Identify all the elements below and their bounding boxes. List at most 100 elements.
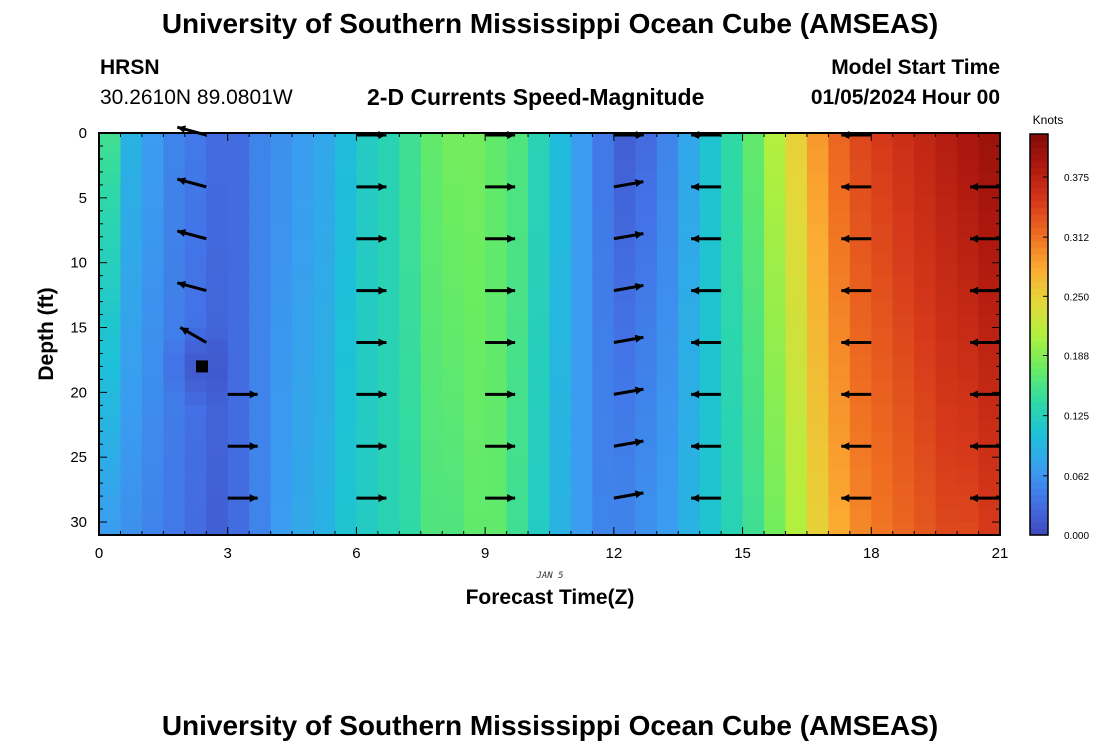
arrow-head xyxy=(691,494,700,503)
heatmap-cell xyxy=(420,249,443,264)
heatmap-cell xyxy=(141,133,164,147)
heatmap-cell xyxy=(99,314,122,329)
heatmap-cell xyxy=(485,210,508,225)
heatmap-cell xyxy=(935,301,958,316)
heatmap-cell xyxy=(635,496,658,510)
heatmap-cell xyxy=(721,470,744,484)
heatmap-cell xyxy=(613,145,636,160)
heatmap-cell xyxy=(313,133,336,147)
heatmap-cell xyxy=(99,288,122,303)
heatmap-cell xyxy=(206,288,229,303)
heatmap-cell xyxy=(699,210,722,225)
heatmap-cell xyxy=(141,431,164,445)
heatmap-cell xyxy=(613,522,636,536)
heatmap-cell xyxy=(206,392,229,406)
heatmap-cell xyxy=(935,249,958,264)
heatmap-cell xyxy=(613,197,636,212)
heatmap-cell xyxy=(463,405,486,419)
heatmap-cell xyxy=(292,210,315,225)
heatmap-cell xyxy=(356,249,379,264)
heatmap-cell xyxy=(785,197,808,212)
heatmap-cell xyxy=(356,379,379,393)
heatmap-cell xyxy=(806,366,829,380)
heatmap-cell xyxy=(399,496,422,510)
heatmap-cell xyxy=(978,379,1001,393)
heatmap-cell xyxy=(377,197,400,212)
heatmap-cell xyxy=(935,314,958,329)
heatmap-cell xyxy=(656,133,679,147)
heatmap-cell xyxy=(957,275,980,290)
heatmap-cell xyxy=(249,171,272,186)
heatmap-cell xyxy=(377,470,400,484)
heatmap-cell xyxy=(656,353,679,368)
heatmap-cell xyxy=(678,483,701,497)
heatmap-cell xyxy=(764,301,787,316)
heatmap-cell xyxy=(699,249,722,264)
heatmap-cell xyxy=(914,340,937,355)
heatmap-cell xyxy=(313,418,336,432)
heatmap-cell xyxy=(313,470,336,484)
heatmap-cell xyxy=(828,418,851,432)
heatmap-cell xyxy=(528,314,551,329)
heatmap-cell xyxy=(613,366,636,380)
current-vector-arrow xyxy=(356,442,387,451)
heatmap-cell xyxy=(120,158,143,173)
heatmap-cell xyxy=(334,236,358,251)
heatmap-cell xyxy=(656,314,679,329)
current-vector-arrow xyxy=(691,286,722,295)
heatmap-cell xyxy=(528,353,551,368)
colorbar-segment xyxy=(1030,214,1048,222)
heatmap-cell xyxy=(356,275,379,290)
heatmap-cell xyxy=(377,457,400,471)
heatmap-cell xyxy=(721,522,744,536)
heatmap-cell xyxy=(849,457,872,471)
current-vector-arrow xyxy=(176,229,207,241)
heatmap-cell xyxy=(871,184,894,199)
arrow-head xyxy=(970,338,978,347)
heatmap-cell xyxy=(742,288,765,303)
arrow-head xyxy=(378,338,387,347)
heatmap-cell xyxy=(420,470,443,484)
heatmap-cell xyxy=(742,223,765,238)
current-vector-arrow xyxy=(613,179,644,189)
heatmap-cell xyxy=(249,223,272,238)
heatmap-cell xyxy=(334,301,358,316)
heatmap-cell xyxy=(570,171,594,186)
heatmap-cell xyxy=(120,444,143,458)
heatmap-cell xyxy=(978,457,1001,471)
heatmap-cell xyxy=(463,197,486,212)
heatmap-cell xyxy=(485,275,508,290)
heatmap-cell xyxy=(206,418,229,432)
heatmap-cell xyxy=(399,171,422,186)
heatmap-cell xyxy=(871,483,894,497)
heatmap-cell xyxy=(978,210,1001,225)
heatmap-cell xyxy=(249,340,272,355)
heatmap-cell xyxy=(334,444,358,458)
colorbar-segment xyxy=(1030,307,1048,316)
heatmap-cell xyxy=(249,301,272,316)
heatmap-cell xyxy=(227,133,250,147)
heatmap-cell xyxy=(141,236,164,251)
heatmap-cell xyxy=(570,223,594,238)
heatmap-cell xyxy=(163,133,186,147)
heatmap-cell xyxy=(206,314,229,329)
heatmap-cell xyxy=(249,405,272,419)
colorbar-segment xyxy=(1030,528,1048,536)
heatmap-cell xyxy=(742,483,765,497)
heatmap-cell xyxy=(120,366,143,380)
heatmap-cell xyxy=(978,314,1001,329)
heatmap-cell xyxy=(120,262,143,277)
heatmap-cell xyxy=(163,171,186,186)
heatmap-cell xyxy=(592,353,615,368)
heatmap-cell xyxy=(592,249,615,264)
heatmap-cell xyxy=(570,353,594,368)
heatmap-cell xyxy=(528,496,551,510)
heatmap-cell xyxy=(914,223,937,238)
heatmap-cell xyxy=(656,470,679,484)
heatmap-cell xyxy=(635,366,658,380)
heatmap-cell xyxy=(764,444,787,458)
heatmap-cell xyxy=(613,158,636,173)
heatmap-cell xyxy=(635,210,658,225)
heatmap-cell xyxy=(828,210,851,225)
heatmap-cell xyxy=(721,457,744,471)
